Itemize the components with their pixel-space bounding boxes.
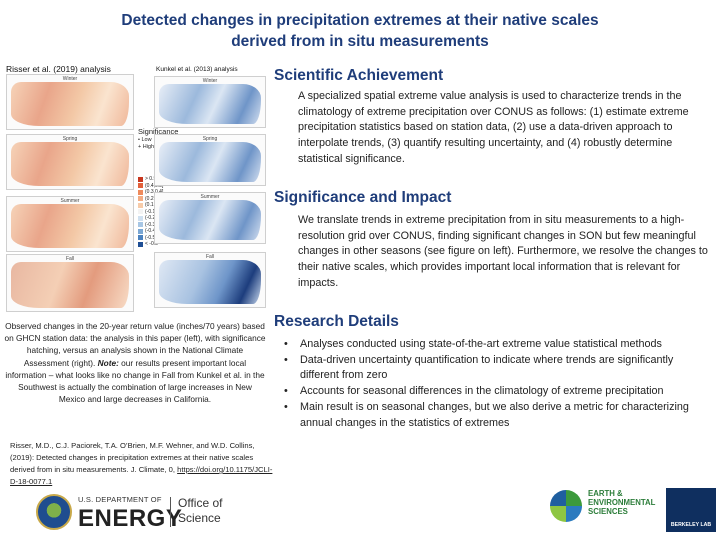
scale-swatch bbox=[138, 209, 143, 215]
doe-energy-text: ENERGY bbox=[78, 505, 183, 532]
significance-impact-body: We translate trends in extreme precipita… bbox=[298, 214, 708, 289]
doe-department-text: U.S. DEPARTMENT OF bbox=[78, 495, 162, 504]
office-of-science-text: Office of Science bbox=[178, 496, 222, 526]
citation-text: Risser, M.D., C.J. Paciorek, T.A. O’Brie… bbox=[10, 441, 255, 474]
list-item: Main result is on seasonal changes, but … bbox=[284, 400, 712, 431]
berkeley-lab-text: BERKELEY LAB bbox=[670, 522, 712, 528]
significance-title: Significance bbox=[138, 127, 179, 136]
scale-label: > 0.5 bbox=[145, 176, 157, 182]
ees-line-3: SCIENCES bbox=[588, 506, 628, 516]
season-label: Fall bbox=[65, 256, 75, 262]
kunkel-winter-map: Winter bbox=[154, 76, 266, 128]
ees-line-2: ENVIRONMENTAL bbox=[588, 497, 656, 507]
list-item: Analyses conducted using state-of-the-ar… bbox=[284, 337, 712, 353]
earth-sciences-logo-icon bbox=[550, 490, 582, 522]
research-details-heading: Research Details bbox=[274, 313, 399, 330]
kunkel-summer-map: Summer bbox=[154, 192, 266, 244]
significance-impact-heading: Significance and Impact bbox=[274, 189, 452, 206]
title-line-2: derived from in situ measurements bbox=[231, 33, 489, 50]
berkeley-lab-logo-icon bbox=[666, 488, 716, 532]
risser-summer-map: Summer bbox=[6, 196, 134, 252]
season-label: Winter bbox=[202, 78, 218, 84]
risser-analysis-label: Risser et al. (2019) analysis bbox=[6, 64, 111, 74]
title-line-1: Detected changes in precipitation extrem… bbox=[121, 12, 599, 29]
scale-swatch bbox=[138, 235, 143, 241]
logo-divider bbox=[170, 497, 171, 527]
footer-logos: U.S. DEPARTMENT OF ENERGY Office of Scie… bbox=[0, 482, 720, 540]
scale-swatch bbox=[138, 215, 143, 221]
scale-swatch bbox=[138, 183, 143, 189]
scientific-achievement-body: A specialized spatial extreme value anal… bbox=[298, 90, 689, 165]
figure-caption: Observed changes in the 20-year return v… bbox=[4, 320, 266, 405]
scale-swatch bbox=[138, 189, 143, 195]
ees-line-1: EARTH & bbox=[588, 489, 623, 498]
caption-part-2: our results present important local info… bbox=[5, 357, 265, 405]
doe-seal-icon bbox=[36, 494, 72, 530]
significance-high: + High bbox=[138, 144, 155, 150]
list-item: Data-driven uncertainty quantification t… bbox=[284, 353, 712, 384]
office-line-2: Science bbox=[178, 511, 221, 525]
scale-swatch bbox=[138, 202, 143, 208]
citation: Risser, M.D., C.J. Paciorek, T.A. O’Brie… bbox=[10, 440, 274, 488]
scale-swatch bbox=[138, 222, 143, 228]
risser-winter-map: Winter bbox=[6, 74, 134, 130]
season-label: Summer bbox=[60, 198, 80, 204]
scientific-achievement-heading: Scientific Achievement bbox=[274, 67, 444, 84]
season-label: Spring bbox=[202, 136, 218, 142]
significance-legend: Significance • Low + High bbox=[138, 128, 178, 151]
kunkel-spring-map: Spring bbox=[154, 134, 266, 186]
season-label: Spring bbox=[62, 136, 78, 142]
kunkel-analysis-label: Kunkel et al. (2013) analysis bbox=[156, 66, 238, 73]
scale-swatch bbox=[138, 176, 143, 182]
caption-part-1: Observed changes in the 20-year return v… bbox=[4, 321, 266, 368]
scale-label: < -0.5 bbox=[145, 241, 158, 247]
season-label: Fall bbox=[205, 254, 215, 260]
scale-swatch bbox=[138, 228, 143, 234]
earth-sciences-text: EARTH & ENVIRONMENTAL SCIENCES bbox=[588, 489, 656, 516]
scale-entry: > 0.5 bbox=[138, 176, 167, 183]
significance-low: • Low bbox=[138, 137, 152, 143]
season-label: Summer bbox=[200, 194, 220, 200]
scale-entry: < -0.5 bbox=[138, 241, 167, 248]
scale-swatch bbox=[138, 241, 143, 247]
figure-maps: Risser et al. (2019) analysis Kunkel et … bbox=[4, 62, 270, 314]
office-line-1: Office of bbox=[178, 496, 223, 510]
scale-swatch bbox=[138, 196, 143, 202]
research-details-list: Analyses conducted using state-of-the-ar… bbox=[284, 337, 712, 431]
kunkel-fall-map: Fall bbox=[154, 252, 266, 308]
risser-spring-map: Spring bbox=[6, 134, 134, 190]
risser-fall-map: Fall bbox=[6, 254, 134, 312]
season-label: Winter bbox=[62, 76, 78, 82]
citation-doi-link[interactable]: https://doi.org/10.1175/JCLI-D-18-0077.1 bbox=[10, 465, 273, 486]
page-title: Detected changes in precipitation extrem… bbox=[40, 10, 680, 52]
caption-note-label: Note: bbox=[97, 357, 119, 368]
list-item: Accounts for seasonal differences in the… bbox=[284, 384, 712, 400]
